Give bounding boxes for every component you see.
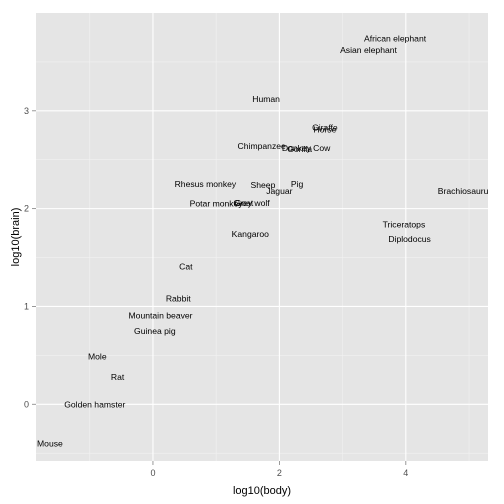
x-tick-label: 4 [403,468,408,478]
point-label: Kangaroo [232,229,269,239]
point-label: Grey wolf [233,198,270,208]
point-label: African elephant [364,33,427,43]
point-label: Mountain beaver [129,310,193,320]
point-label: Jaguar [266,186,292,196]
x-tick-label: 2 [277,468,282,478]
major-gridlines [36,13,488,461]
point-label: Donkey [282,143,312,153]
point-label: Rat [111,372,125,382]
y-tick-label: 0 [24,399,29,409]
point-label: Cat [179,261,193,271]
point-label: Gorilla [287,144,312,154]
point-label: Mouse [37,438,63,448]
axis-ticks: 0 2 4 0 1 2 3 [24,106,408,478]
point-label: Asian elephant [340,45,397,55]
point-label: Rabbit [166,294,191,304]
y-tick-label: 1 [24,301,29,311]
point-label: Goat [235,198,254,208]
point-labels: African elephant Asian elephant Human Giraf… [37,33,493,448]
point-label: Triceratops [383,219,426,229]
point-label: Giraffe [312,122,338,132]
point-label: Potar monkey [190,199,244,209]
y-axis-title: log10(brain) [10,208,22,267]
point-label: Pig [291,179,304,189]
point-label: Mole [88,351,107,361]
point-label: Human [252,94,280,104]
x-axis-title: log10(body) [233,485,291,497]
point-label: Brachiosaurus [438,186,493,196]
point-label: Sheep [251,180,276,190]
point-label: Guinea pig [134,326,176,336]
point-label: Diplodocus [388,234,431,244]
minor-gridlines [36,13,488,461]
point-label: Rhesus monkey [175,179,237,189]
y-tick-label: 3 [24,106,29,116]
plot-panel [36,13,488,461]
point-label: Horse [313,124,336,134]
x-tick-label: 0 [150,468,155,478]
point-label: Chimpanzee [238,141,286,151]
y-tick-label: 2 [24,204,29,214]
point-label: Golden hamster [64,399,125,409]
point-label: Cow [313,143,331,153]
